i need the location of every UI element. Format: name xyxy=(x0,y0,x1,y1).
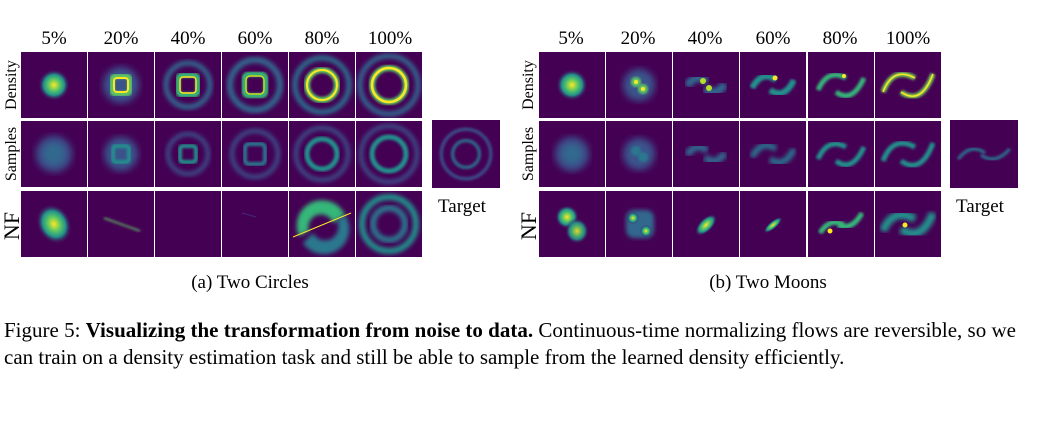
circles-samples-40 xyxy=(155,121,221,187)
circles-density-20 xyxy=(88,52,154,118)
col-label-20-b: 20% xyxy=(620,28,656,49)
col-label-20: 20% xyxy=(103,28,139,49)
col-label-5-b: 5% xyxy=(558,28,584,49)
moons-nf-20 xyxy=(606,191,672,257)
circles-samples-100 xyxy=(356,121,422,187)
moons-density-60 xyxy=(740,52,806,118)
moons-samples-40 xyxy=(673,121,739,187)
moons-nf-40 xyxy=(673,191,739,257)
subcaption-a: (a) Two Circles xyxy=(191,272,309,293)
moons-density-20 xyxy=(606,52,672,118)
circles-nf-20 xyxy=(88,191,154,257)
col-label-60-b: 60% xyxy=(755,28,791,49)
col-label-80-b: 80% xyxy=(822,28,858,49)
moons-target xyxy=(950,120,1018,188)
moons-samples-5 xyxy=(539,121,605,187)
circles-nf-60 xyxy=(222,191,288,257)
moons-samples-100 xyxy=(875,121,941,187)
circles-density-40 xyxy=(155,52,221,118)
figure-caption: Figure 5: Visualizing the transformation… xyxy=(4,317,1034,371)
moons-density-5 xyxy=(539,52,605,118)
circles-density-60 xyxy=(222,52,288,118)
circles-nf-80 xyxy=(289,191,355,257)
circles-nf-100 xyxy=(356,191,422,257)
moons-nf-80 xyxy=(808,191,874,257)
caption-body: Continuous-time normalizing flows are re… xyxy=(4,318,1016,369)
circles-samples-20 xyxy=(88,121,154,187)
circles-samples-80 xyxy=(289,121,355,187)
moons-nf-60 xyxy=(740,191,806,257)
col-label-40: 40% xyxy=(170,28,206,49)
row-label-samples: Samples xyxy=(3,126,20,182)
row-label-density-b: Density xyxy=(520,60,537,110)
moons-density-80 xyxy=(808,52,874,118)
moons-nf-100 xyxy=(875,191,941,257)
circles-target xyxy=(432,120,500,188)
row-label-samples-b: Samples xyxy=(520,126,537,182)
circles-target-label: Target xyxy=(438,196,486,217)
circles-samples-5 xyxy=(21,121,87,187)
moons-target-label: Target xyxy=(956,196,1004,217)
col-label-100-b: 100% xyxy=(885,28,931,49)
circles-nf-40 xyxy=(155,191,221,257)
moons-samples-80 xyxy=(808,121,874,187)
caption-title: Visualizing the transformation from nois… xyxy=(85,318,534,342)
caption-prefix: Figure 5: xyxy=(4,318,81,342)
moons-density-40 xyxy=(673,52,739,118)
subcaption-b: (b) Two Moons xyxy=(709,272,827,293)
col-label-80: 80% xyxy=(304,28,340,49)
moons-density-100 xyxy=(875,52,941,118)
circles-samples-60 xyxy=(222,121,288,187)
circles-density-80 xyxy=(289,52,355,118)
col-label-100: 100% xyxy=(367,28,413,49)
moons-samples-20 xyxy=(606,121,672,187)
circles-density-5 xyxy=(21,52,87,118)
circles-density-100 xyxy=(356,52,422,118)
circles-nf-5 xyxy=(21,191,87,257)
row-label-density: Density xyxy=(3,60,20,110)
col-label-40-b: 40% xyxy=(687,28,723,49)
col-label-60: 60% xyxy=(237,28,273,49)
col-label-5: 5% xyxy=(41,28,67,49)
moons-samples-60 xyxy=(740,121,806,187)
moons-nf-5 xyxy=(539,191,605,257)
